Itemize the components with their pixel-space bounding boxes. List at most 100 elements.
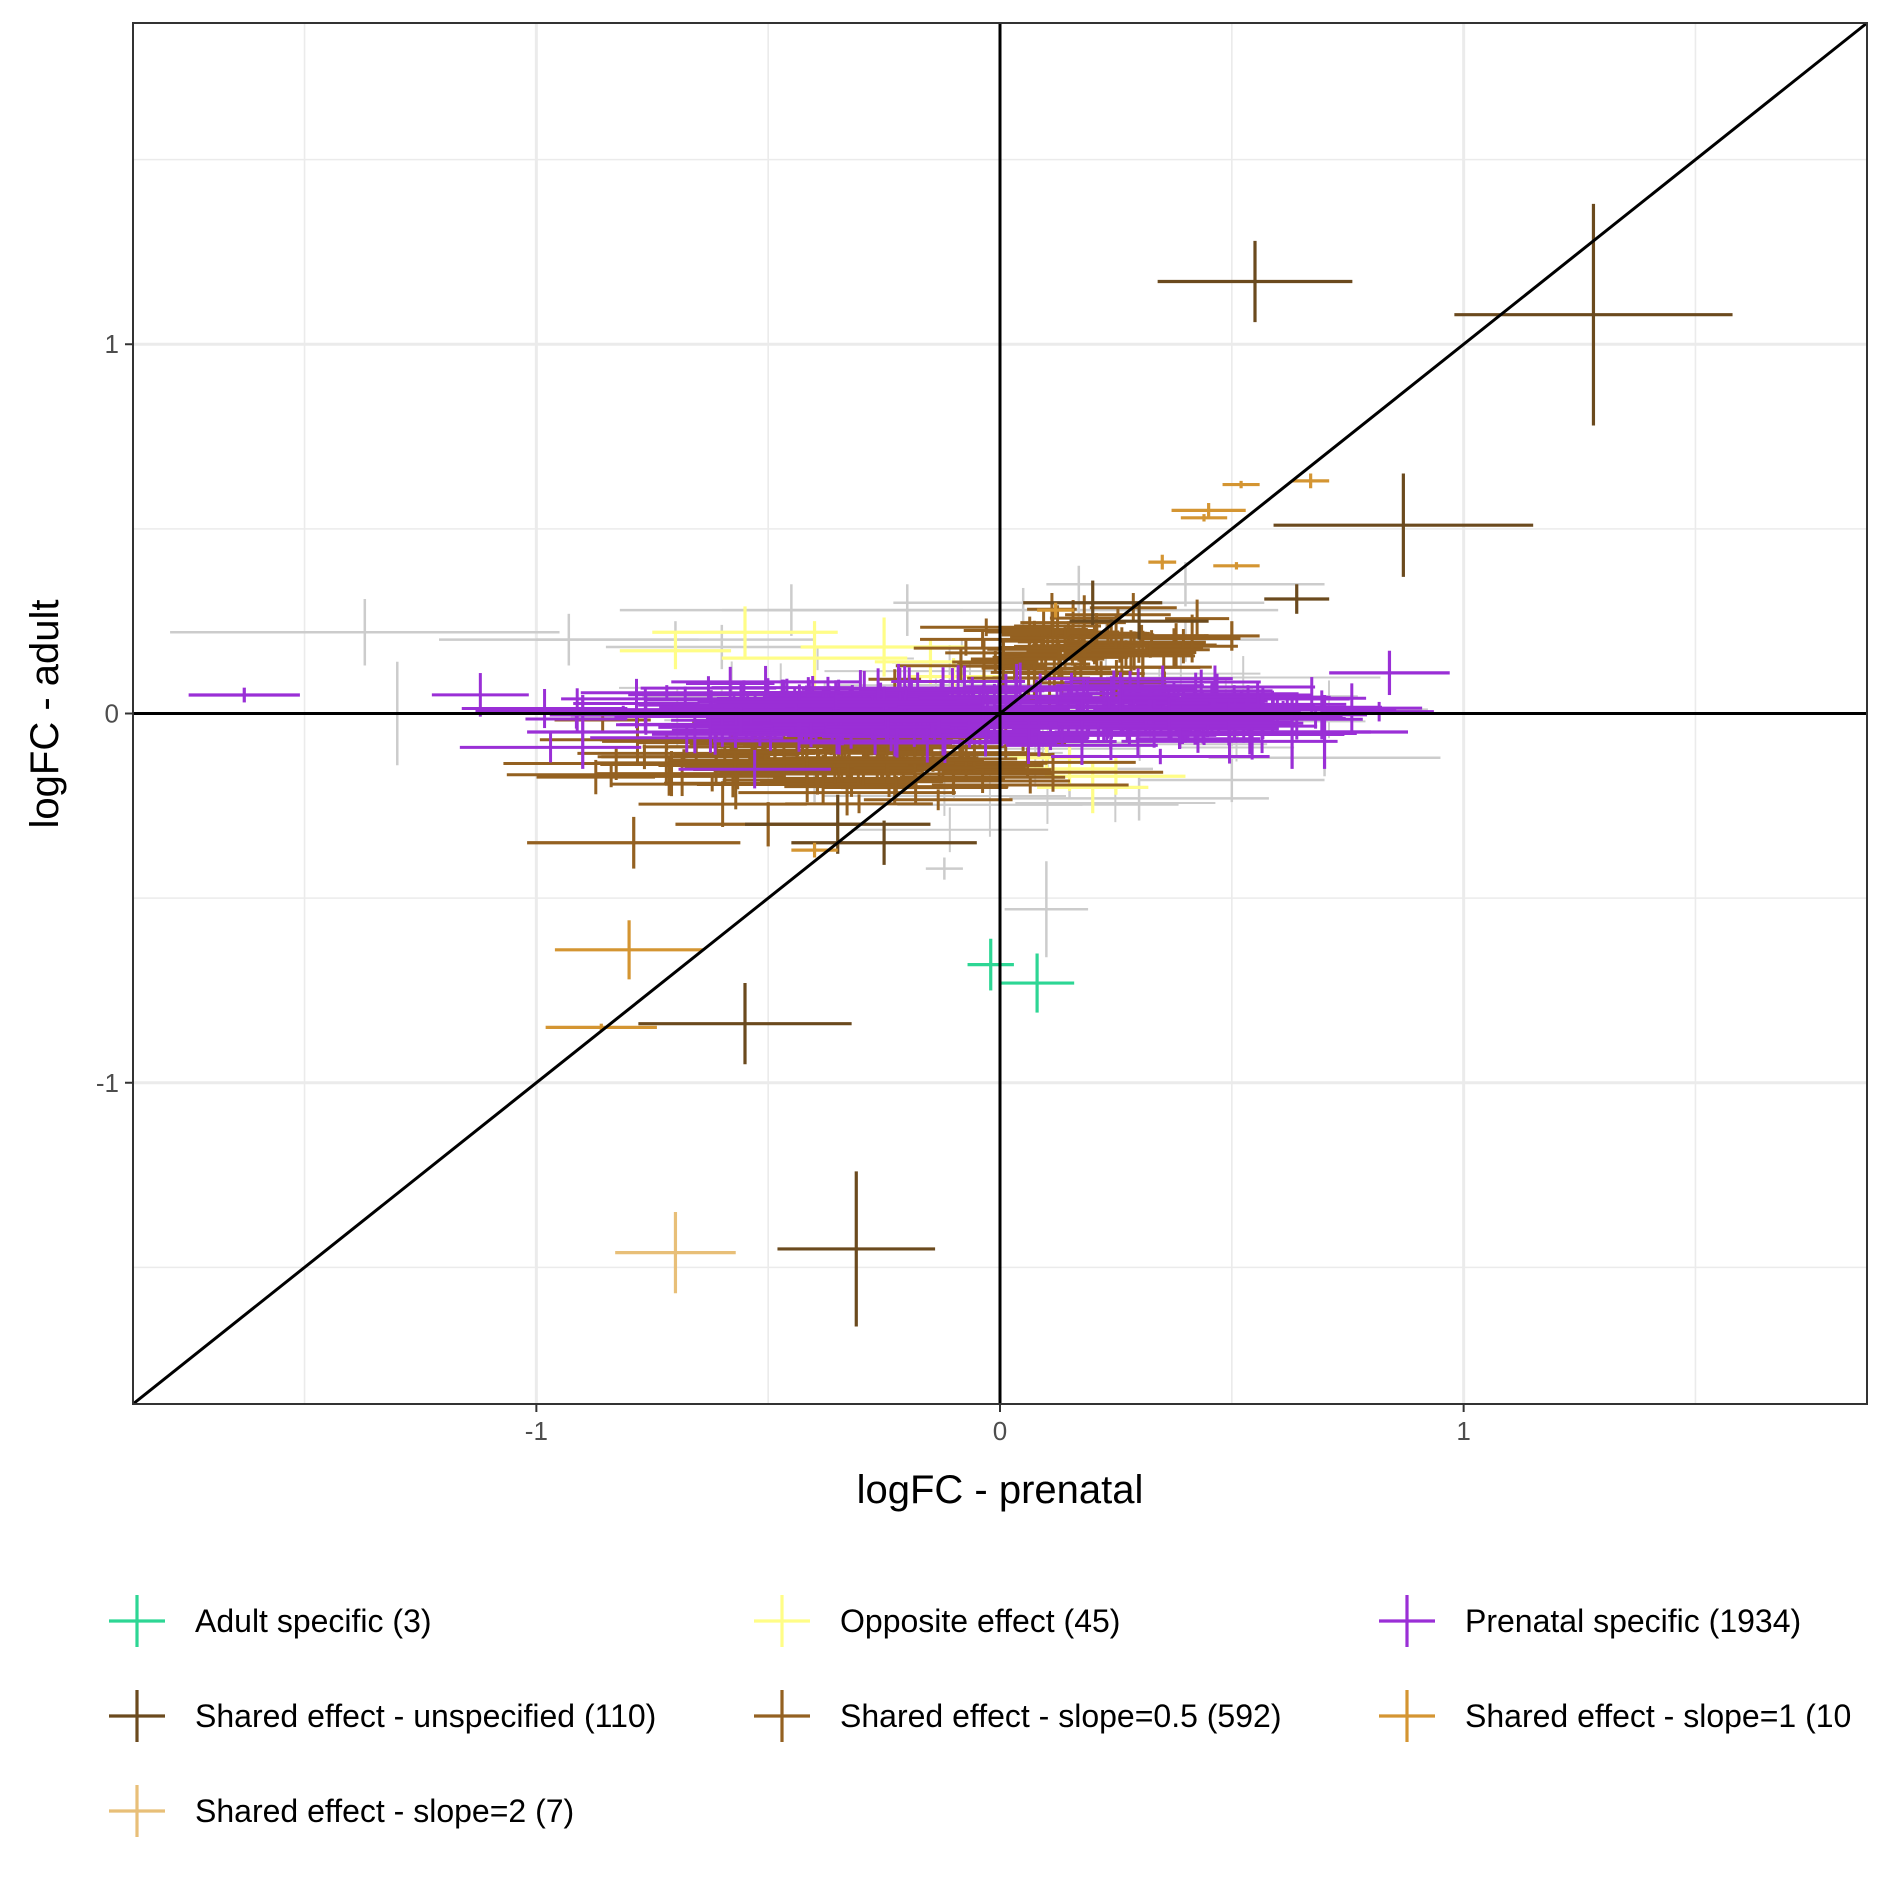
- data-point: [1184, 682, 1331, 713]
- legend-label: Shared effect - slope=2 (7): [195, 1793, 574, 1829]
- data-point: [1273, 473, 1534, 577]
- data-point: [668, 684, 814, 736]
- data-point: [1204, 621, 1260, 651]
- data-point: [895, 648, 1026, 683]
- data-point: [461, 688, 628, 729]
- data-point: [614, 703, 857, 730]
- data-point: [1222, 480, 1260, 489]
- data-point: [983, 679, 1192, 697]
- data-point: [573, 678, 700, 729]
- data-point: [967, 938, 1014, 991]
- legend-item: Adult specific (3): [109, 1595, 432, 1647]
- data-point: [1154, 700, 1304, 746]
- data-point: [777, 1171, 936, 1327]
- data-point: [682, 739, 932, 784]
- grey-point: [822, 776, 1066, 816]
- data-point: [1037, 761, 1149, 814]
- data-point: [1281, 683, 1423, 733]
- legend-item: Shared effect - slope=0.5 (592): [754, 1690, 1281, 1742]
- grey-point: [170, 599, 560, 666]
- data-point: [733, 718, 865, 752]
- data-point: [1090, 641, 1210, 658]
- legend-label: Opposite effect (45): [840, 1603, 1120, 1639]
- data-point: [580, 685, 753, 701]
- data-point: [686, 666, 775, 701]
- data-point: [1292, 473, 1330, 489]
- data-point: [615, 1211, 736, 1294]
- data-point: [652, 606, 838, 659]
- legend-label: Prenatal specific (1934): [1465, 1603, 1801, 1639]
- x-tick-label: -1: [525, 1416, 548, 1446]
- data-point: [619, 632, 732, 670]
- data-point: [1329, 650, 1450, 696]
- data-point: [1213, 562, 1260, 570]
- series-0: [967, 938, 1075, 1013]
- legend-item: Shared effect - slope=1 (10: [1379, 1690, 1851, 1742]
- data-point: [1013, 640, 1105, 678]
- data-point: [527, 816, 741, 869]
- data-point: [920, 618, 1053, 637]
- data-point: [1054, 722, 1143, 742]
- y-tick-label: -1: [96, 1068, 119, 1098]
- x-axis-ticks: -1 0 1: [525, 1404, 1471, 1446]
- data-point: [714, 692, 958, 712]
- data-point: [554, 920, 704, 980]
- data-point: [1064, 697, 1274, 740]
- data-point: [506, 762, 716, 788]
- legend-key-cross-icon: [109, 1595, 165, 1647]
- legend-label: Shared effect - unspecified (110): [195, 1698, 656, 1734]
- legend-key-cross-icon: [754, 1595, 810, 1647]
- grey-point: [1139, 757, 1325, 803]
- series-5: [545, 473, 1330, 1032]
- data-point: [952, 650, 1039, 673]
- x-tick-label: 0: [993, 1416, 1007, 1446]
- data-point: [1148, 554, 1177, 570]
- data-point: [1171, 503, 1246, 518]
- legend-key-cross-icon: [754, 1690, 810, 1742]
- data-point: [863, 789, 1013, 811]
- legend-key-cross-icon: [109, 1785, 165, 1837]
- data-point: [824, 723, 1041, 739]
- data-point: [791, 820, 977, 865]
- data-point: [1000, 953, 1075, 1013]
- grey-point: [1004, 861, 1089, 958]
- data-point: [1046, 757, 1186, 795]
- data-point: [1076, 680, 1169, 708]
- data-point: [943, 680, 1025, 700]
- legend-label: Shared effect - slope=1 (10: [1465, 1698, 1851, 1734]
- data-point: [678, 750, 831, 789]
- legend-item: Prenatal specific (1934): [1379, 1595, 1801, 1647]
- data-point: [638, 781, 807, 828]
- reference-lines: [132, 21, 1868, 1406]
- data-point: [459, 732, 642, 763]
- legend-label: Shared effect - slope=0.5 (592): [840, 1698, 1281, 1734]
- data-point: [188, 687, 300, 703]
- legend-key-cross-icon: [1379, 1690, 1435, 1742]
- series-2: [188, 650, 1450, 789]
- data-point: [825, 712, 951, 741]
- data-point: [1197, 685, 1299, 736]
- legend-item: Shared effect - unspecified (110): [109, 1690, 656, 1742]
- data-point: [1324, 701, 1434, 722]
- data-point: [1043, 668, 1233, 689]
- x-axis-title: logFC - prenatal: [857, 1468, 1144, 1512]
- legend-label: Adult specific (3): [195, 1603, 432, 1639]
- data-point: [1264, 584, 1330, 614]
- y-axis-title: logFC - adult: [23, 600, 67, 829]
- data-point: [638, 983, 852, 1065]
- data-point: [1201, 708, 1303, 760]
- y-tick-label: 0: [105, 699, 119, 729]
- plot-panel: [132, 21, 1868, 1406]
- y-axis-ticks: -1 0 1: [96, 329, 133, 1098]
- legend-item: Shared effect - slope=2 (7): [109, 1785, 574, 1837]
- data-point: [1165, 599, 1230, 638]
- series-1: [619, 606, 1186, 814]
- legend-key-cross-icon: [1379, 1595, 1435, 1647]
- y-tick-label: 1: [105, 329, 119, 359]
- data-point: [931, 776, 1129, 794]
- x-tick-label: 1: [1456, 1416, 1470, 1446]
- data-point: [784, 775, 1009, 798]
- data-point: [1180, 514, 1228, 522]
- data-point: [941, 714, 1030, 757]
